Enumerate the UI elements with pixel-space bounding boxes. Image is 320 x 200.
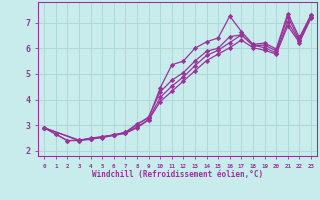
X-axis label: Windchill (Refroidissement éolien,°C): Windchill (Refroidissement éolien,°C) <box>92 170 263 179</box>
